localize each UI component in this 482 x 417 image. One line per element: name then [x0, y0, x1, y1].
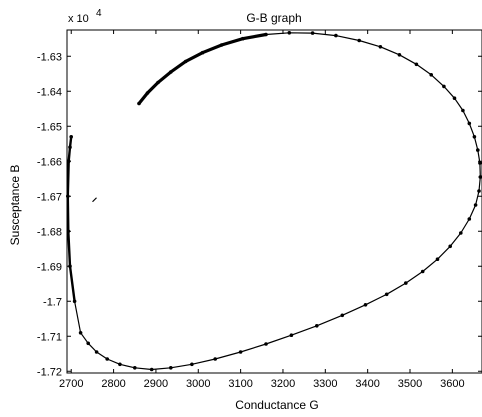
data-point [220, 43, 224, 47]
data-point [357, 39, 361, 43]
x-tick-label: 3400 [355, 378, 379, 390]
y-tick-label: -1.71 [37, 331, 62, 343]
data-point [436, 257, 440, 261]
data-point [379, 45, 383, 49]
data-point [73, 300, 77, 304]
y-multiplier-label: x 10 [68, 13, 89, 25]
data-point [479, 175, 482, 179]
x-tick-label: 3300 [313, 378, 337, 390]
data-point [442, 85, 446, 89]
data-point [473, 135, 477, 139]
data-point [477, 189, 481, 193]
data-point [169, 70, 173, 74]
data-point [468, 217, 472, 221]
data-point [461, 109, 465, 113]
data-point [341, 314, 345, 318]
data-point [311, 31, 315, 35]
y-tick-label: -1.65 [37, 121, 62, 133]
x-tick-label: 2900 [144, 378, 168, 390]
y-tick-label: -1.7 [43, 296, 62, 308]
x-axis-label: Conductance G [235, 398, 318, 412]
x-tick-label: 2800 [101, 378, 125, 390]
y-tick-label: -1.69 [37, 261, 62, 273]
data-point [69, 135, 73, 139]
x-tick-label: 3000 [186, 378, 210, 390]
data-point [290, 333, 294, 337]
data-point [364, 303, 368, 307]
x-tick-label: 3500 [398, 378, 422, 390]
data-point [429, 73, 433, 77]
data-point [288, 31, 292, 35]
x-tick-label: 2700 [59, 378, 83, 390]
data-point [404, 281, 408, 285]
data-point [137, 102, 141, 106]
data-point [184, 60, 188, 64]
plot-area-background [67, 30, 482, 373]
data-point [133, 366, 137, 370]
data-point [334, 34, 338, 38]
data-point [421, 270, 425, 274]
chart-title: G-B graph [246, 11, 301, 25]
data-point [385, 293, 389, 297]
data-point [239, 350, 243, 354]
y-tick-label: -1.68 [37, 226, 62, 238]
y-tick-label: -1.72 [37, 366, 62, 378]
data-point [190, 363, 194, 367]
data-point [169, 366, 173, 370]
data-point [415, 63, 419, 67]
y-tick-label: -1.64 [37, 86, 62, 98]
data-point [459, 231, 463, 235]
data-point [453, 96, 457, 100]
data-point [79, 331, 83, 335]
data-point [150, 368, 154, 372]
data-point [315, 324, 319, 328]
x-tick-label: 3200 [271, 378, 295, 390]
data-point [201, 51, 205, 55]
data-point [241, 37, 245, 41]
data-point [448, 245, 452, 249]
data-point [86, 342, 90, 346]
y-tick-label: -1.63 [37, 51, 62, 63]
data-point [264, 342, 268, 346]
data-point [118, 363, 122, 367]
x-tick-label: 3100 [228, 378, 252, 390]
y-tick-label: -1.66 [37, 156, 62, 168]
y-tick-label: -1.67 [37, 191, 62, 203]
data-point [105, 357, 109, 361]
data-point [468, 122, 472, 126]
data-point [474, 203, 478, 207]
data-point [398, 53, 402, 57]
data-point [95, 350, 99, 354]
data-point [156, 81, 160, 85]
x-tick-label: 3600 [440, 378, 464, 390]
data-point [213, 357, 217, 361]
data-point [68, 145, 72, 149]
data-point [476, 148, 480, 152]
y-multiplier-exponent: 4 [96, 8, 102, 19]
data-point [146, 91, 150, 95]
data-point [264, 33, 268, 37]
y-axis-label: Susceptance B [8, 165, 22, 246]
